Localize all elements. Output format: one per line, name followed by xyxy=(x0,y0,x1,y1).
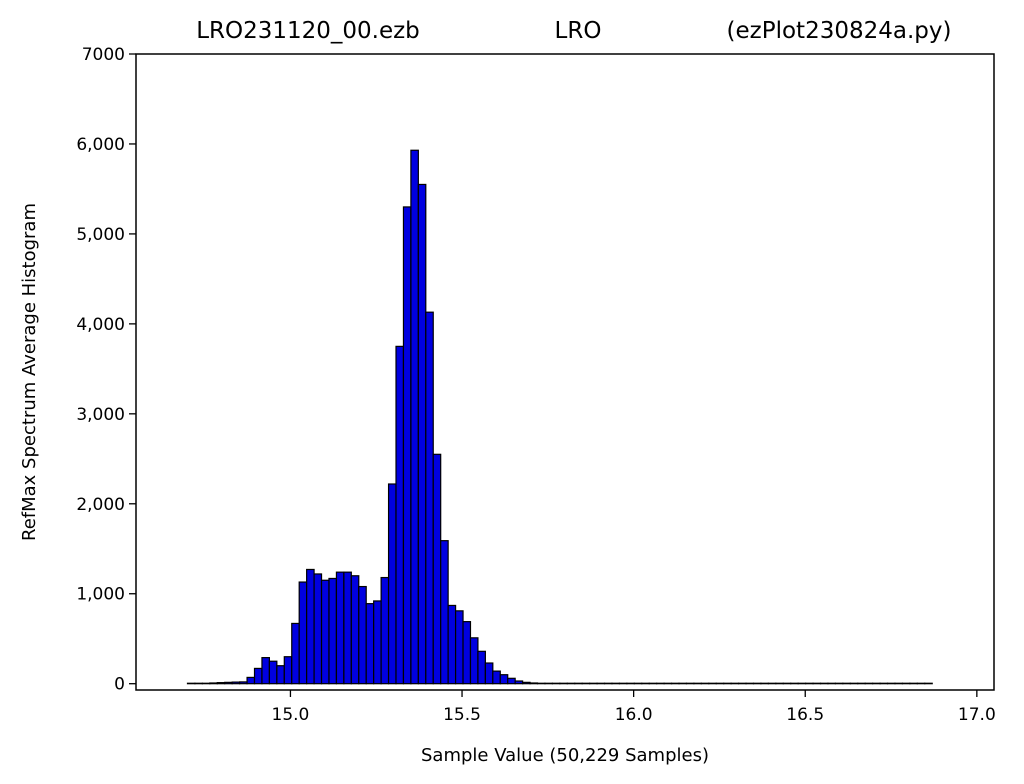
histogram-bar xyxy=(373,600,382,685)
histogram-bar xyxy=(507,677,516,685)
x-tick-label: 16.0 xyxy=(615,705,653,725)
histogram-bar xyxy=(462,621,472,685)
histogram-bar xyxy=(387,483,397,685)
histogram-bar xyxy=(231,681,241,685)
histogram-bar xyxy=(283,656,293,685)
histogram-bar xyxy=(454,610,464,685)
histogram-bar xyxy=(492,670,501,685)
histogram-bar xyxy=(350,575,360,685)
x-tick-label: 15.0 xyxy=(272,705,310,725)
histogram-bar xyxy=(365,603,375,685)
histogram-bar xyxy=(514,680,524,685)
y-tick-label: 6,000 xyxy=(76,135,125,155)
histogram-bar xyxy=(380,576,390,685)
histogram-bar xyxy=(298,581,308,685)
histogram-bar xyxy=(276,665,285,685)
histogram-bar xyxy=(306,568,315,685)
histogram-bar xyxy=(410,149,419,685)
y-tick-label: 1,000 xyxy=(76,585,125,605)
histogram-bars xyxy=(186,149,933,685)
histogram-bar xyxy=(239,681,248,685)
histogram-bar xyxy=(447,604,457,685)
y-tick-label: 5,000 xyxy=(76,225,125,245)
histogram-bar xyxy=(522,681,531,685)
histogram-bar xyxy=(425,311,434,685)
histogram-bar xyxy=(499,674,509,685)
x-tick-label: 16.5 xyxy=(786,705,824,725)
histogram-bar xyxy=(261,657,271,685)
histogram-bar xyxy=(335,571,345,685)
histogram-bar xyxy=(253,667,263,685)
histogram-bar xyxy=(216,682,226,685)
chart-title-file: LRO231120_00.ezb xyxy=(196,18,420,44)
histogram-bar xyxy=(529,682,539,685)
histogram-bar xyxy=(291,622,300,685)
histogram-bar xyxy=(343,571,352,685)
y-tick-label: 7000 xyxy=(82,45,125,65)
y-axis-ticks: 0 1,000 2,000 3,000 4,000 5,000 6,000 7000 xyxy=(76,45,136,695)
histogram-bar xyxy=(246,676,256,685)
y-tick-label: 3,000 xyxy=(76,405,125,425)
y-tick-label: 4,000 xyxy=(76,315,125,335)
histogram-bar xyxy=(402,206,412,685)
histogram-bar xyxy=(395,345,405,685)
histogram-bar xyxy=(209,682,218,685)
histogram-bar xyxy=(358,585,367,685)
histogram-bar xyxy=(328,577,338,685)
plot-frame xyxy=(135,53,995,691)
histogram-bar xyxy=(268,660,278,685)
y-axis-label: RefMax Spectrum Average Histogram xyxy=(19,203,40,541)
x-tick-label: 17.0 xyxy=(958,705,996,725)
histogram-bar xyxy=(484,662,494,685)
histogram-bar xyxy=(417,183,427,685)
x-axis-label: Sample Value (50,229 Samples) xyxy=(421,745,709,766)
chart-title-station: LRO xyxy=(555,18,602,44)
y-tick-label: 2,000 xyxy=(76,495,125,515)
x-axis-ticks: 15.0 15.5 16.0 16.5 17.0 xyxy=(272,690,996,725)
chart-title-script: (ezPlot230824a.py) xyxy=(727,18,952,44)
histogram-bar xyxy=(440,540,449,685)
histogram-bar xyxy=(313,573,323,685)
histogram-bar xyxy=(224,681,233,685)
x-tick-label: 15.5 xyxy=(443,705,481,725)
histogram-bar xyxy=(432,453,442,685)
histogram-bar xyxy=(320,579,330,685)
histogram-bar xyxy=(477,650,486,685)
histogram-bar xyxy=(469,637,479,685)
y-tick-label: 0 xyxy=(114,675,125,695)
